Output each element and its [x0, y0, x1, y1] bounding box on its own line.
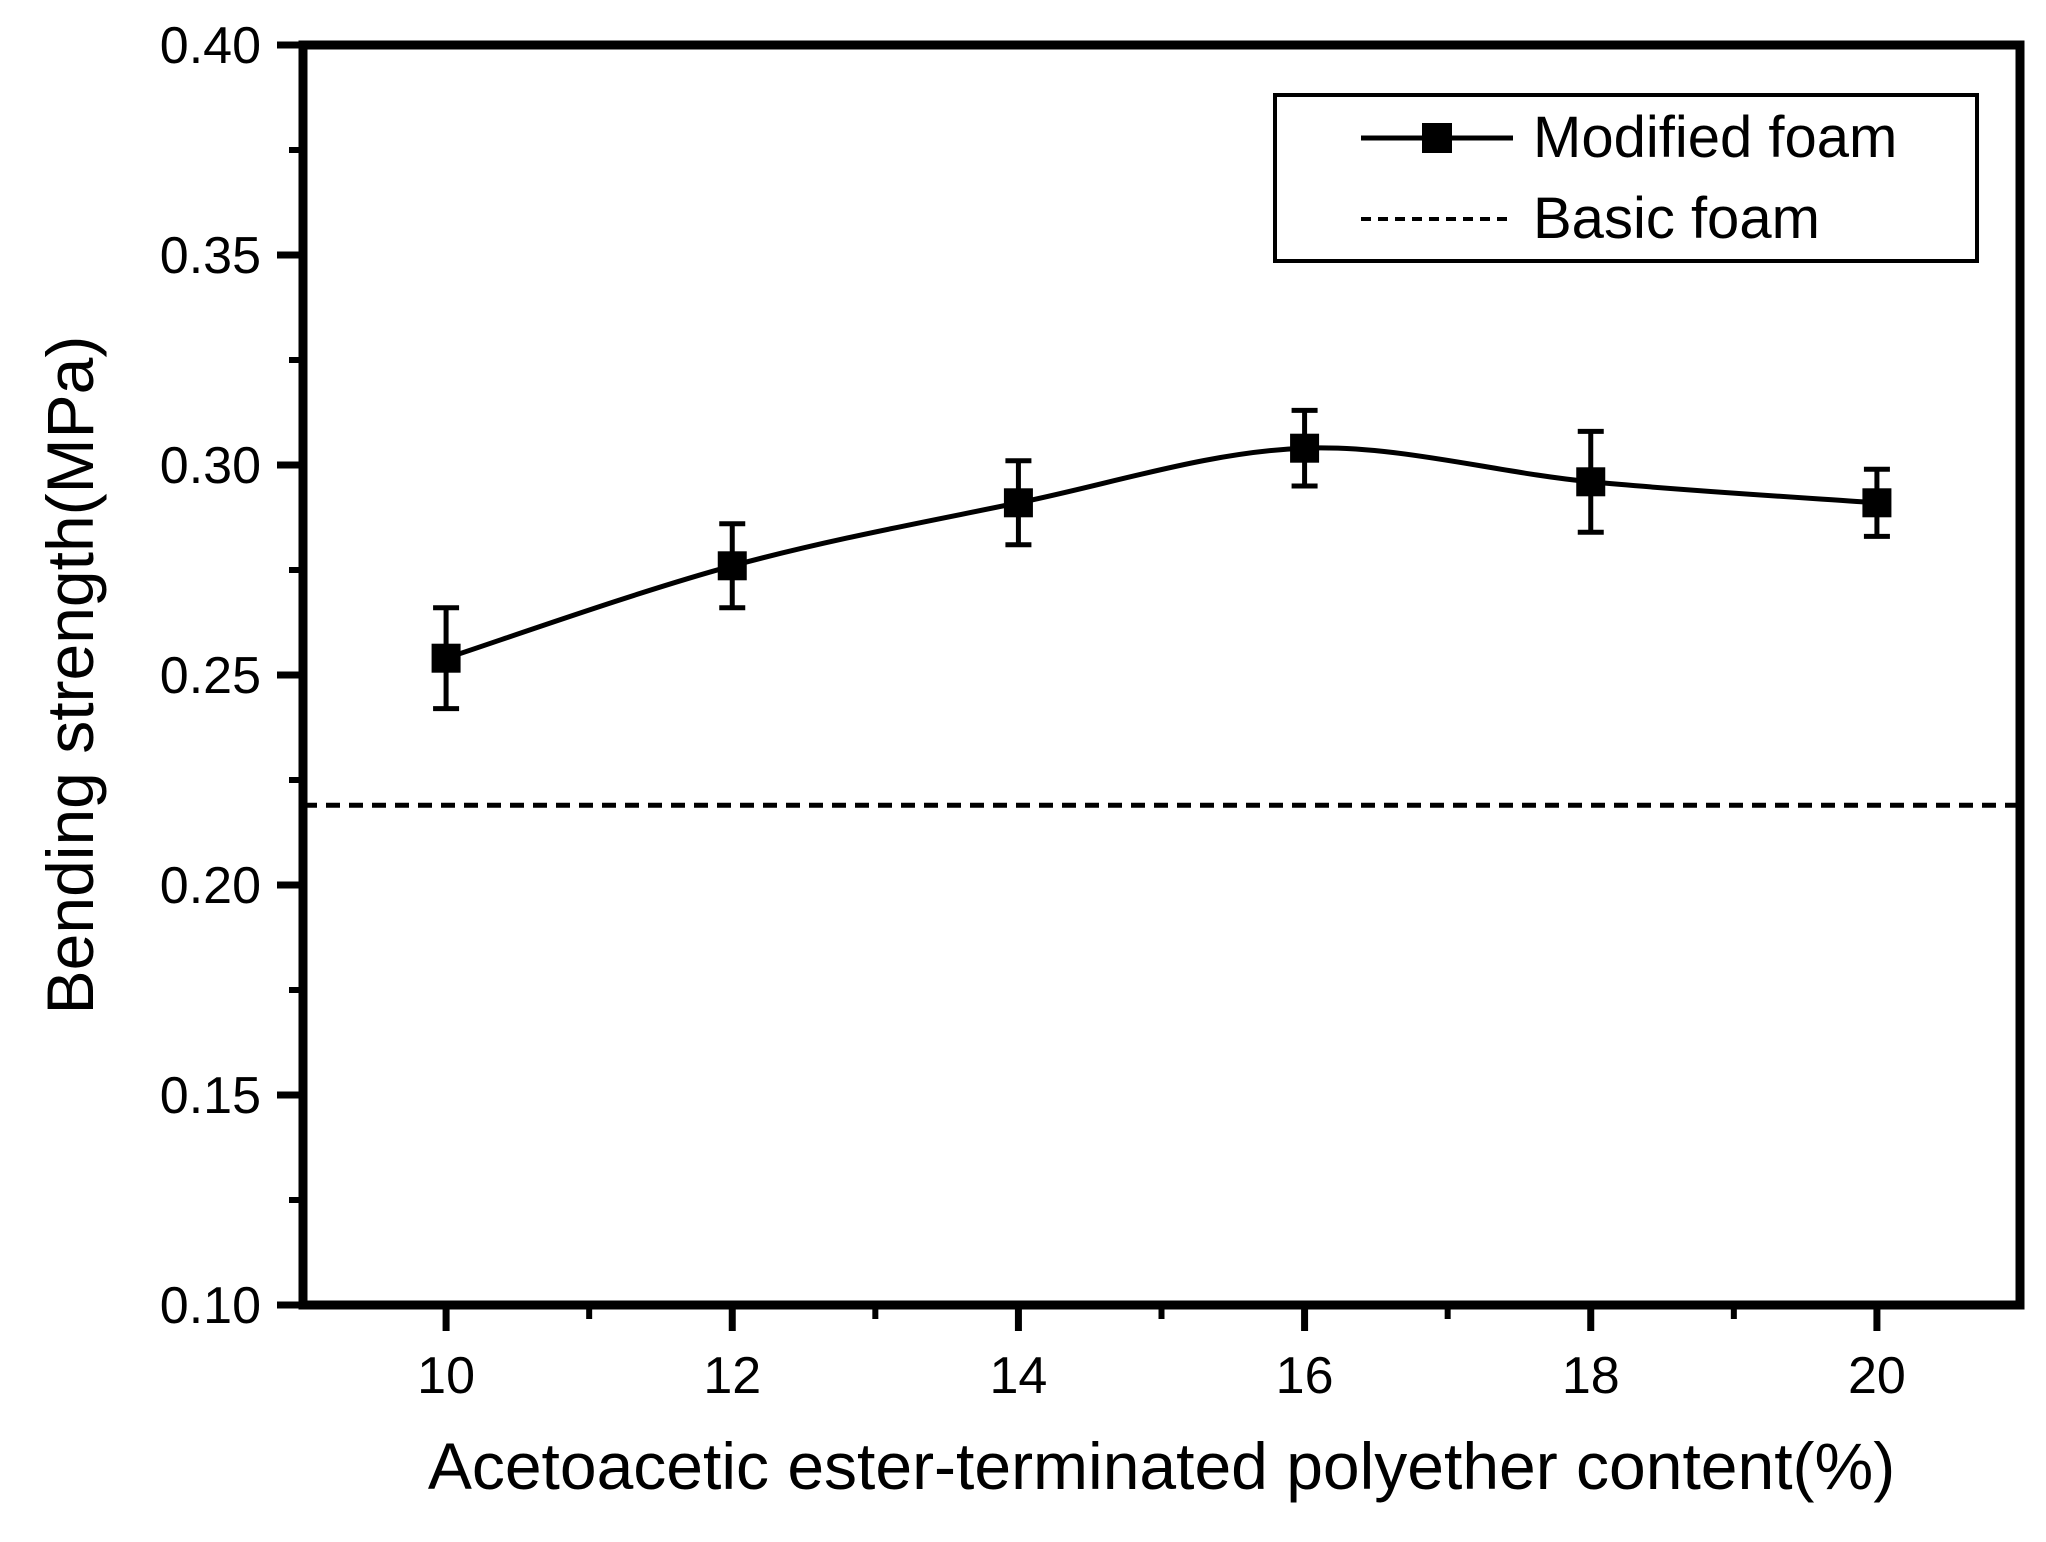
data-point-marker	[431, 643, 461, 673]
data-point-marker	[717, 551, 747, 581]
legend-item-basic-foam: Basic foam	[1277, 178, 1975, 259]
x-tick-label: 12	[703, 1347, 761, 1405]
y-tick-label: 0.10	[160, 1277, 261, 1335]
y-tick-label: 0.15	[160, 1067, 261, 1125]
data-point-marker	[1290, 433, 1320, 463]
modified-foam-line-marker-icon	[1361, 122, 1513, 153]
legend-label-basic-foam: Basic foam	[1533, 186, 1820, 251]
y-tick-label: 0.20	[160, 857, 261, 915]
y-tick-label: 0.35	[160, 227, 261, 285]
x-tick-label: 14	[989, 1347, 1047, 1405]
modified-foam-curve	[445, 445, 1878, 661]
x-tick-label: 20	[1848, 1347, 1906, 1405]
legend-label-modified-foam: Modified foam	[1533, 105, 1898, 170]
data-point-marker	[1576, 467, 1606, 497]
legend-item-modified-foam: Modified foam	[1277, 97, 1975, 178]
basic-foam-dashed-line-icon	[1361, 216, 1507, 221]
y-tick-label: 0.25	[160, 647, 261, 705]
data-point-marker	[1003, 488, 1033, 518]
y-tick-label: 0.40	[160, 17, 261, 75]
data-point-marker	[1862, 488, 1892, 518]
x-tick-label: 18	[1562, 1347, 1620, 1405]
x-tick-label: 10	[417, 1347, 475, 1405]
y-axis-title: Bending strength(MPa)	[33, 335, 107, 1015]
y-tick-label: 0.30	[160, 437, 261, 495]
legend: Modified foam Basic foam	[1273, 93, 1979, 263]
x-axis-title: Acetoacetic ester-terminated polyether c…	[427, 1429, 1896, 1503]
x-tick-label: 16	[1276, 1347, 1334, 1405]
